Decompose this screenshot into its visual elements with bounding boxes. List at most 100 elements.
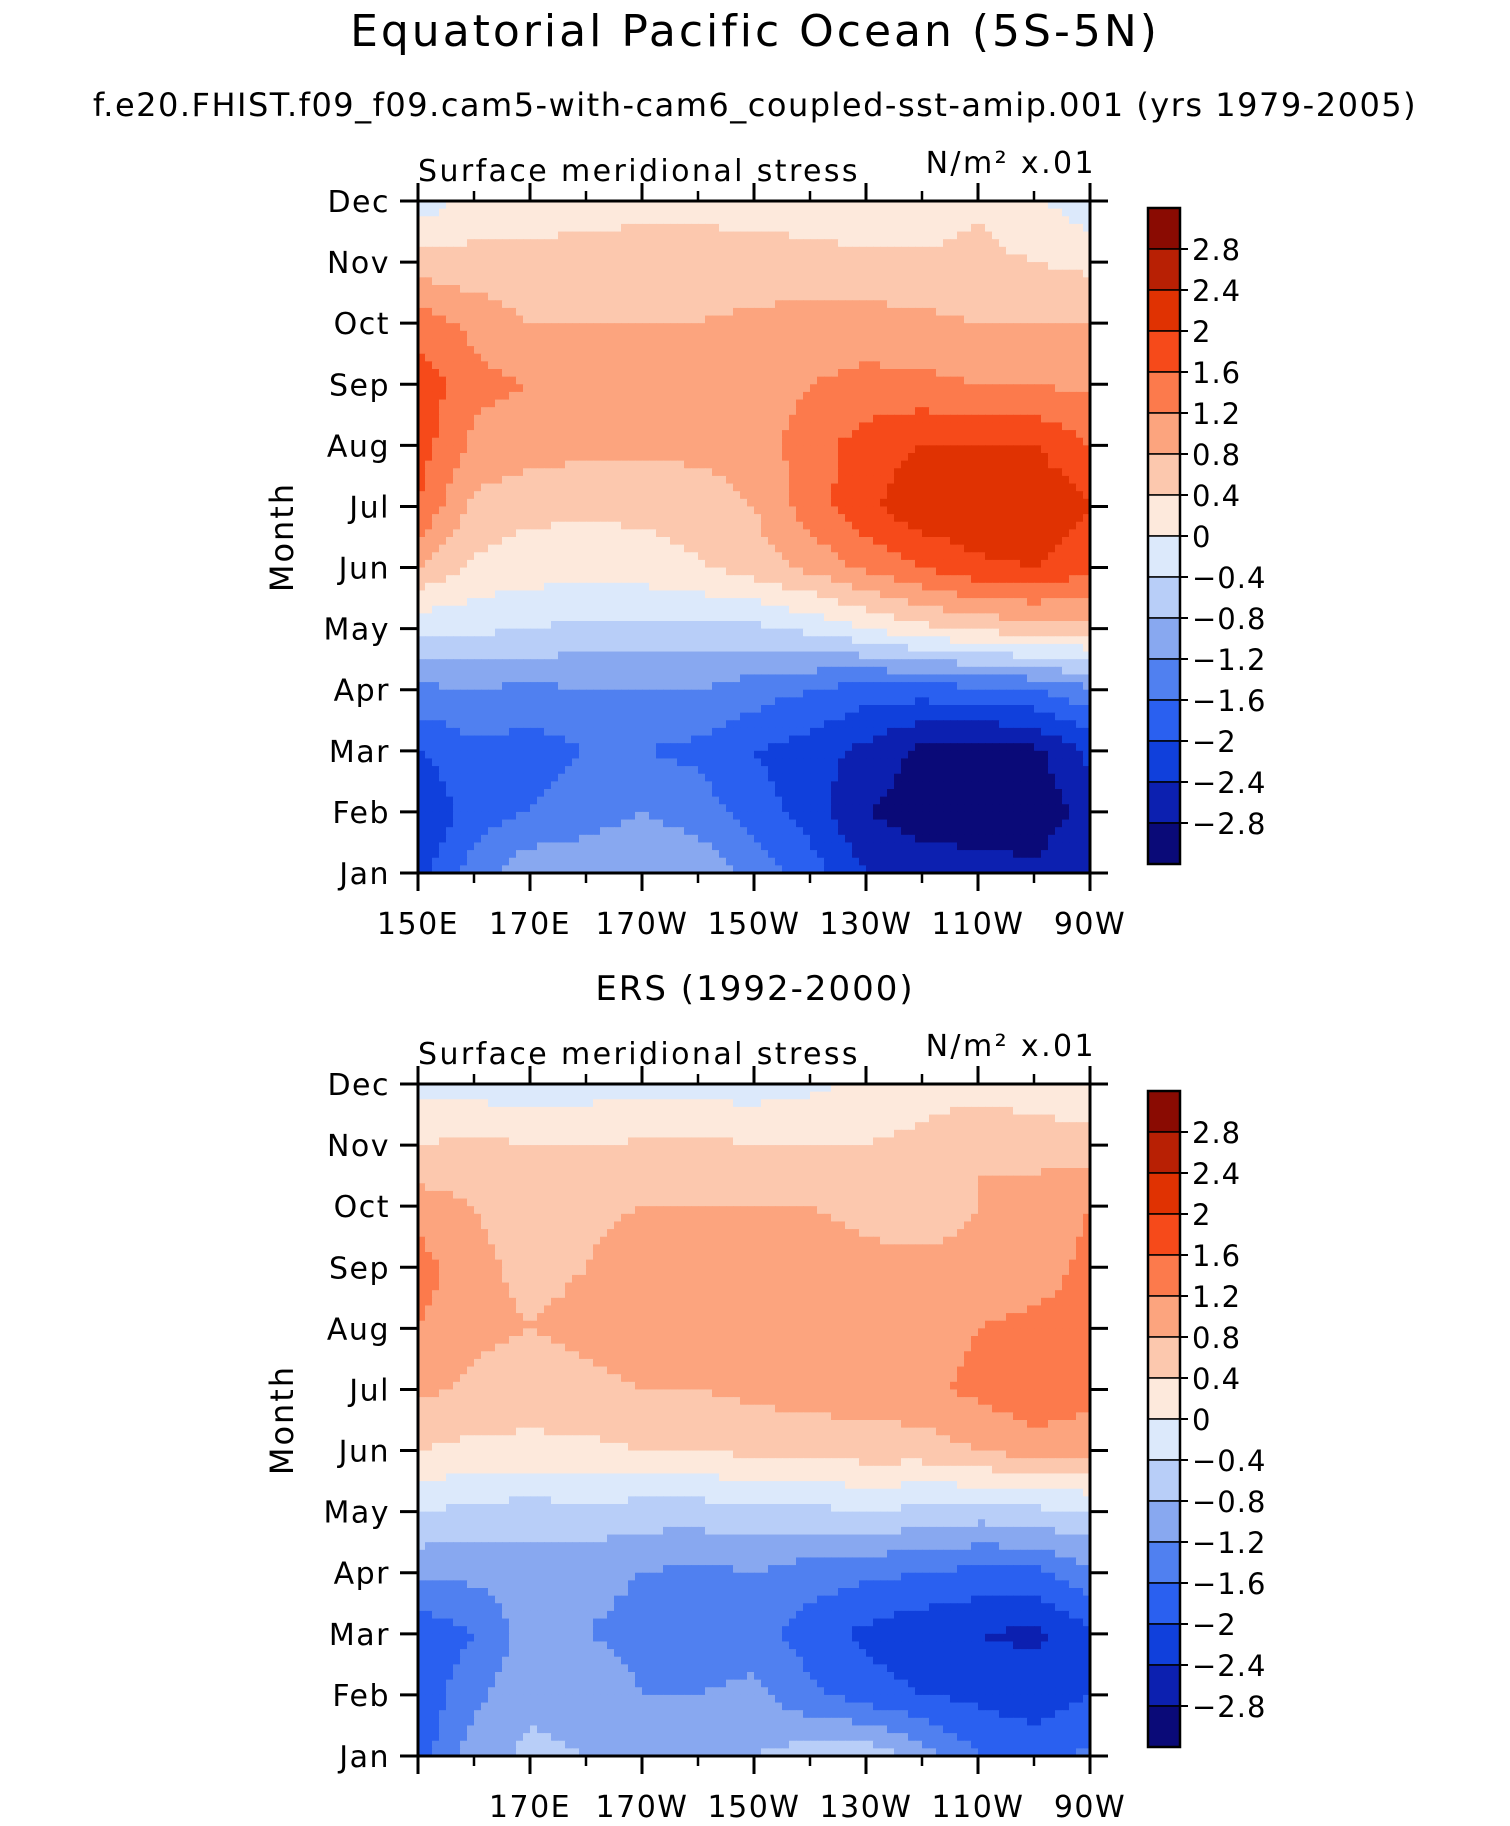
contour-cell xyxy=(460,475,468,485)
contour-cell xyxy=(901,277,909,286)
contour-cell xyxy=(572,590,580,599)
contour-cell xyxy=(502,201,510,210)
contour-cell xyxy=(999,399,1007,408)
contour-cell xyxy=(943,506,951,515)
contour-cell xyxy=(635,506,643,515)
contour-cell xyxy=(992,330,1000,340)
contour-cell xyxy=(859,369,867,378)
contour-cell xyxy=(803,277,811,286)
contour-cell xyxy=(852,537,860,546)
contour-cell xyxy=(817,384,825,393)
contour-cell xyxy=(845,201,853,210)
contour-cell xyxy=(950,430,958,439)
contour-cell xyxy=(852,590,860,599)
contour-cell xyxy=(1083,254,1091,263)
contour-cell xyxy=(887,399,895,408)
contour-cell xyxy=(831,361,839,370)
contour-cell xyxy=(936,407,944,416)
contour-cell xyxy=(600,307,608,317)
contour-cell xyxy=(908,582,916,592)
contour-cell xyxy=(908,498,916,508)
contour-cell xyxy=(789,567,797,576)
contour-cell xyxy=(838,414,846,424)
contour-cell xyxy=(915,399,923,408)
contour-cell xyxy=(866,552,874,561)
contour-cell xyxy=(1069,216,1077,225)
contour-cell xyxy=(761,346,769,355)
contour-cell xyxy=(439,407,447,416)
contour-cell xyxy=(530,361,538,370)
contour-cell xyxy=(866,201,874,210)
contour-cell xyxy=(1055,506,1063,515)
contour-cell xyxy=(621,422,629,431)
contour-cell xyxy=(782,254,790,263)
contour-cell xyxy=(1020,498,1028,508)
contour-cell xyxy=(558,292,566,301)
contour-cell xyxy=(768,590,776,599)
contour-cell xyxy=(523,430,531,439)
contour-cell xyxy=(915,491,923,500)
contour-cell xyxy=(446,353,454,362)
contour-cell xyxy=(880,407,888,416)
contour-cell xyxy=(558,414,566,424)
contour-cell xyxy=(908,254,916,263)
contour-cell xyxy=(509,246,517,256)
contour-cell xyxy=(733,201,741,210)
contour-cell xyxy=(495,475,503,485)
contour-cell xyxy=(691,414,699,424)
contour-cell xyxy=(817,361,825,370)
contour-cell xyxy=(894,346,902,355)
contour-cell xyxy=(992,384,1000,393)
contour-cell xyxy=(810,330,818,340)
contour-cell xyxy=(810,208,818,217)
contour-cell xyxy=(670,491,678,500)
contour-cell xyxy=(1062,575,1070,584)
contour-cell xyxy=(999,277,1007,286)
contour-cell xyxy=(1006,544,1014,553)
contour-cell xyxy=(887,338,895,347)
contour-cell xyxy=(971,285,979,294)
contour-cell xyxy=(635,582,643,592)
contour-cell xyxy=(1048,223,1056,233)
contour-cell xyxy=(467,246,475,256)
contour-cell xyxy=(803,223,811,233)
contour-cell xyxy=(481,445,489,454)
contour-cell xyxy=(754,384,762,393)
contour-cell xyxy=(943,262,951,271)
contour-cell xyxy=(824,361,832,370)
contour-cell xyxy=(957,307,965,317)
contour-cell xyxy=(544,437,552,446)
contour-cell xyxy=(803,567,811,576)
contour-cell xyxy=(649,498,657,508)
contour-cell xyxy=(614,582,622,592)
contour-cell xyxy=(593,292,601,301)
contour-cell xyxy=(754,559,762,569)
contour-cell xyxy=(488,315,496,324)
contour-cell xyxy=(943,445,951,454)
contour-cell xyxy=(1013,300,1021,309)
contour-cell xyxy=(509,262,517,271)
contour-cell xyxy=(943,437,951,446)
contour-cell xyxy=(845,223,853,233)
contour-cell xyxy=(502,430,510,439)
contour-cell xyxy=(495,559,503,569)
contour-cell xyxy=(719,323,727,332)
contour-cell xyxy=(1013,223,1021,233)
contour-cell xyxy=(572,307,580,317)
contour-cell xyxy=(705,384,713,393)
contour-cell xyxy=(950,475,958,485)
contour-cell xyxy=(712,521,720,530)
contour-cell xyxy=(740,216,748,225)
contour-cell xyxy=(810,338,818,347)
contour-cell xyxy=(964,544,972,553)
contour-cell xyxy=(516,475,524,485)
contour-cell xyxy=(495,269,503,278)
contour-cell xyxy=(1041,269,1049,278)
contour-cell xyxy=(516,559,524,569)
contour-cell xyxy=(621,453,629,462)
contour-cell xyxy=(474,483,482,492)
contour-cell xyxy=(712,201,720,210)
contour-cell xyxy=(698,376,706,385)
contour-cell xyxy=(495,353,503,362)
contour-cell xyxy=(768,369,776,378)
